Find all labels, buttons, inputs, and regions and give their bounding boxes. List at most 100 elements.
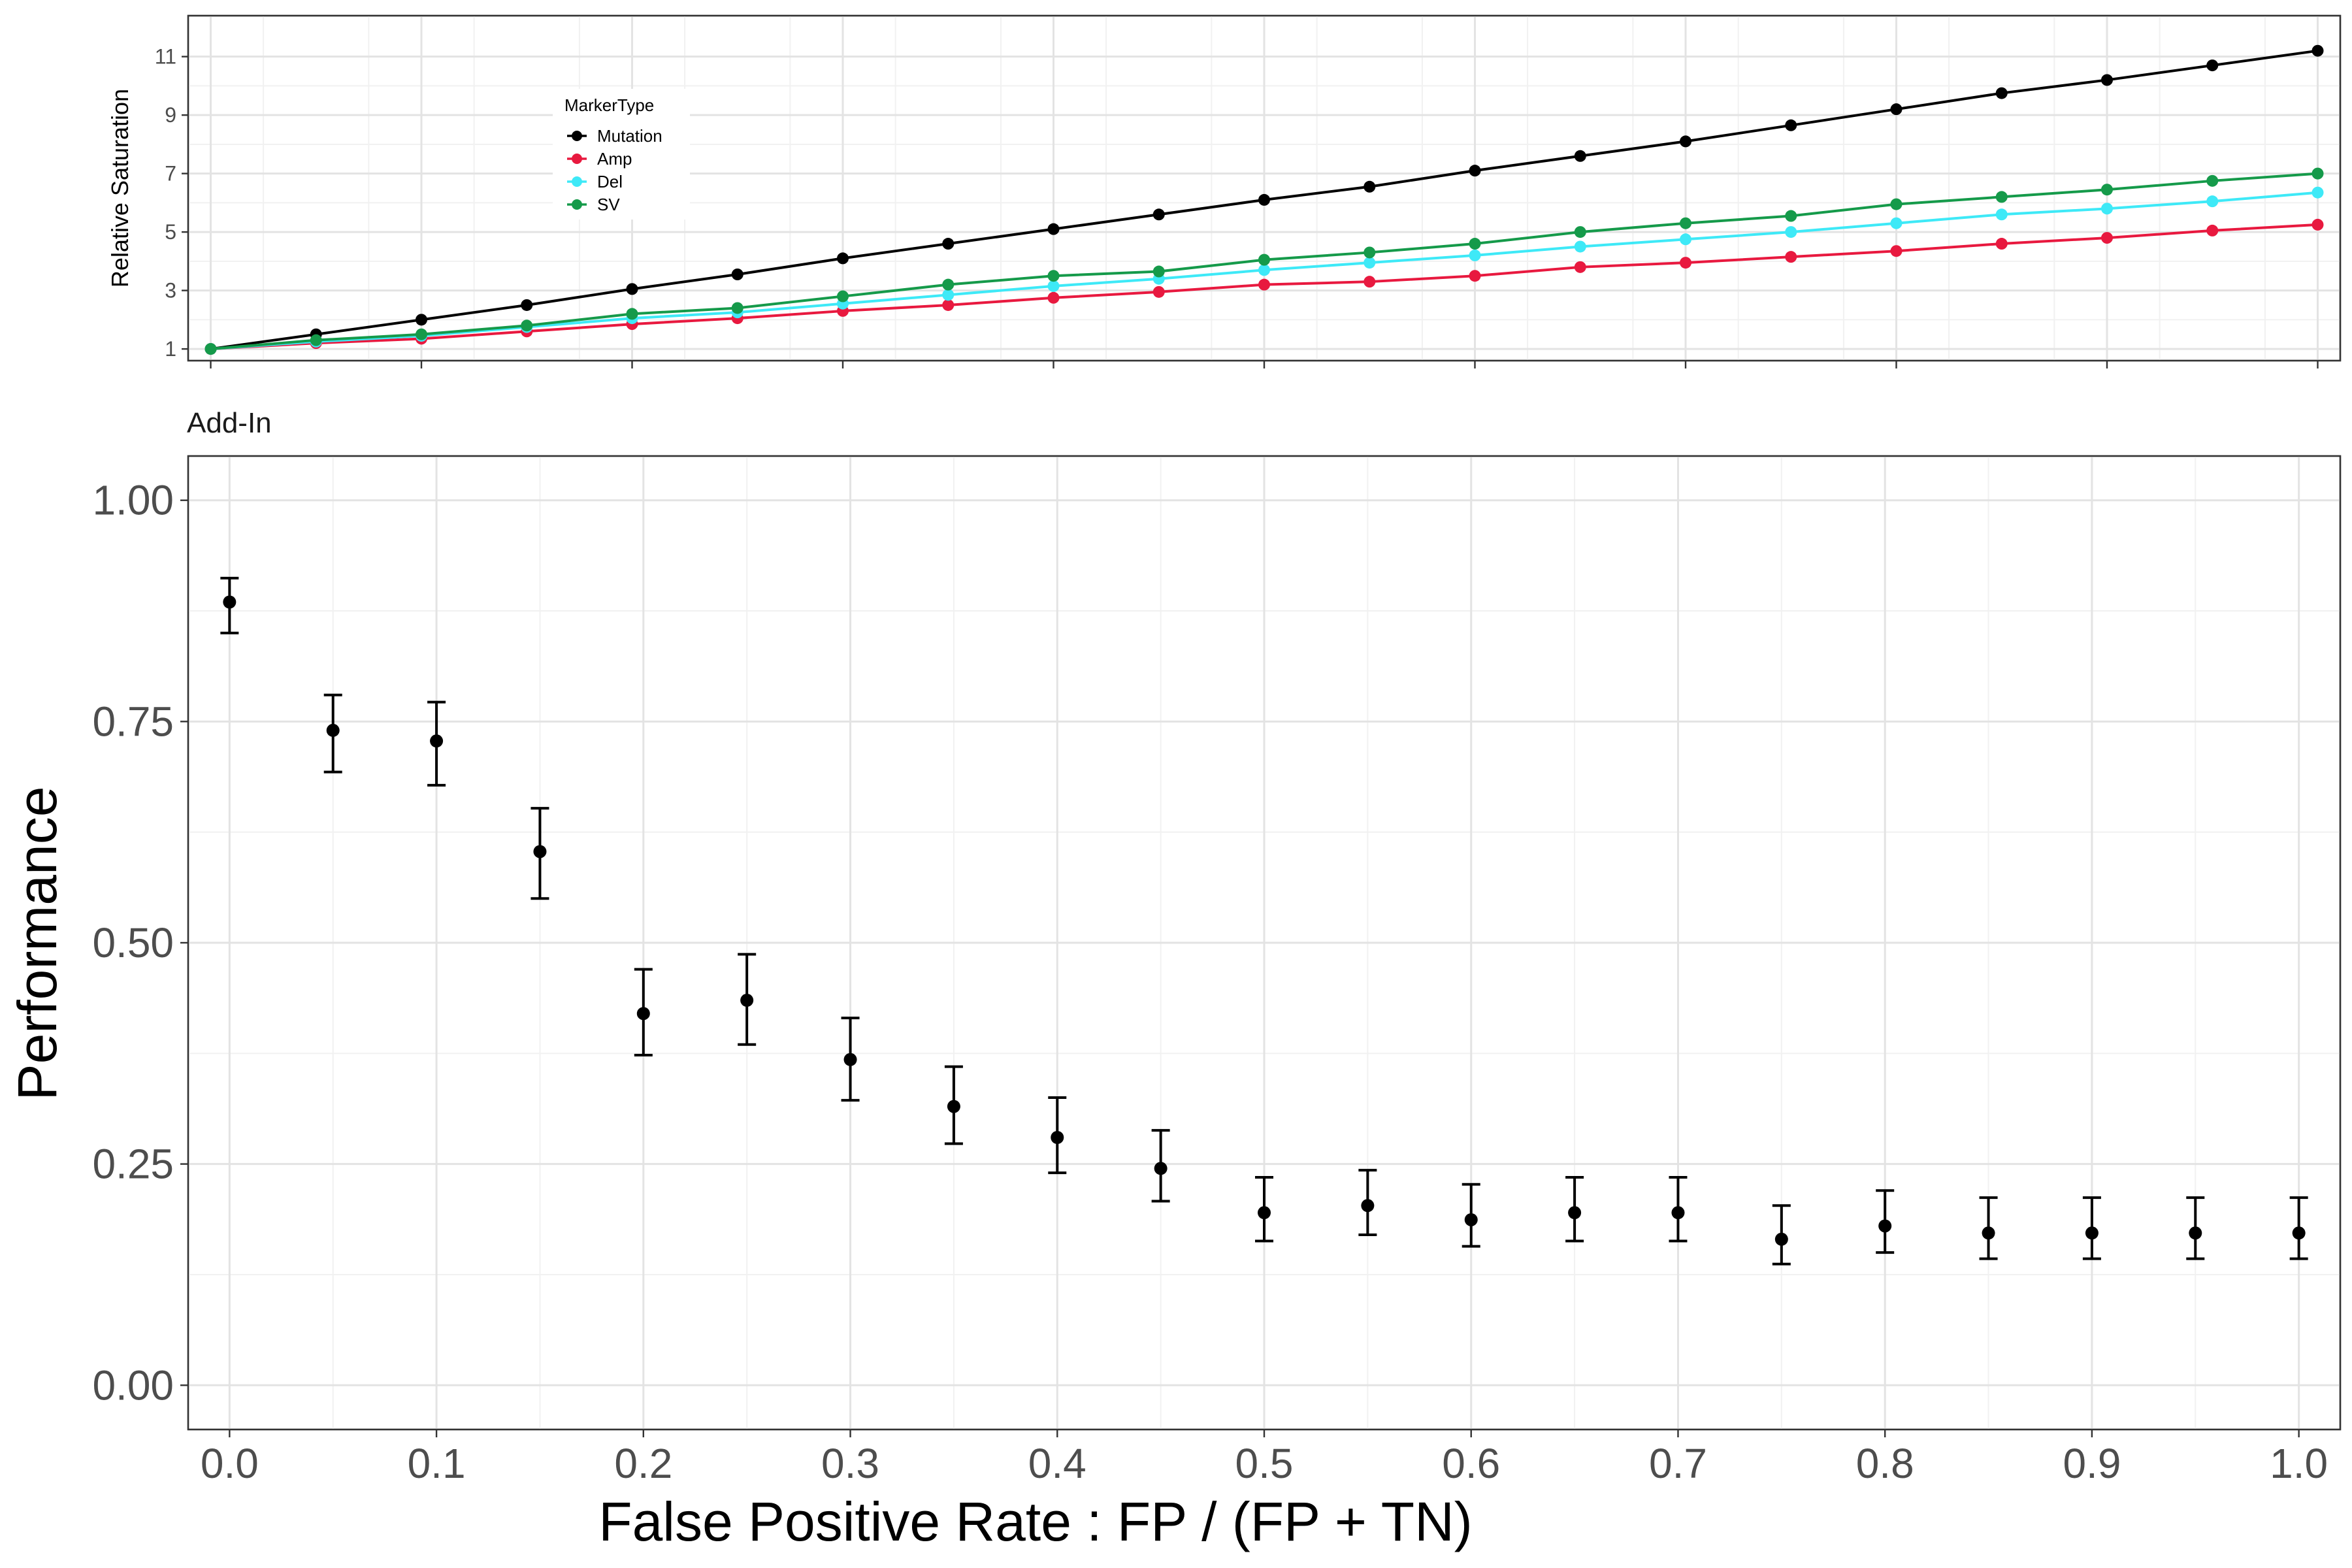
data-point-sv: [1785, 210, 1797, 222]
data-point-sv: [1995, 191, 2008, 203]
facet-strip-title: Add-In: [187, 407, 272, 439]
data-point-amp: [2206, 224, 2219, 237]
data-point-del: [1469, 249, 1481, 261]
data-point-del: [1890, 217, 1903, 229]
data-point-amp: [1785, 251, 1797, 263]
bottom-y-tick-label: 0.00: [92, 1362, 174, 1409]
data-point-sv: [204, 343, 217, 355]
performance-point: [947, 1100, 960, 1113]
legend-label: Amp: [597, 149, 632, 169]
data-point-mutation: [1995, 87, 2008, 99]
legend-label: Del: [597, 172, 623, 191]
performance-point: [223, 595, 237, 609]
data-point-sv: [416, 328, 428, 340]
data-point-sv: [1364, 246, 1376, 259]
performance-point: [1982, 1226, 1995, 1240]
performance-point: [1051, 1131, 1064, 1144]
data-point-mutation: [1574, 150, 1586, 162]
data-point-sv: [2311, 167, 2324, 180]
legend-label: Mutation: [597, 126, 662, 146]
data-point-sv: [1152, 265, 1165, 278]
data-point-sv: [310, 334, 322, 346]
bottom-x-tick-label: 0.2: [614, 1440, 672, 1487]
data-point-amp: [1469, 270, 1481, 282]
data-point-mutation: [626, 283, 638, 295]
legend-key-point: [572, 131, 582, 141]
performance-point: [1671, 1206, 1685, 1220]
bottom-y-axis-title: Performance: [7, 787, 68, 1101]
bottom-x-tick-label: 1.0: [2270, 1440, 2328, 1487]
data-point-mutation: [1785, 119, 1797, 131]
legend-key-point: [572, 154, 582, 164]
data-point-sv: [1047, 270, 1060, 282]
data-point-del: [1995, 208, 2008, 221]
data-point-mutation: [1364, 180, 1376, 193]
data-point-sv: [1890, 198, 1903, 210]
performance-point: [843, 1053, 857, 1066]
performance-point: [2085, 1226, 2099, 1240]
data-point-del: [942, 289, 955, 301]
bottom-x-tick-label: 0.0: [201, 1440, 259, 1487]
bottom-gridlines: [188, 456, 2340, 1429]
legend-key-point: [572, 199, 582, 210]
data-point-del: [1679, 233, 1691, 246]
data-point-mutation: [1679, 135, 1691, 148]
performance-point: [2292, 1226, 2306, 1240]
data-point-amp: [1047, 291, 1060, 304]
bottom-y-tick-label: 0.25: [92, 1141, 174, 1188]
legend-key-point: [572, 176, 582, 187]
performance-point: [2189, 1226, 2202, 1240]
bottom-x-axis-title: False Positive Rate : FP / (FP + TN): [598, 1491, 1472, 1552]
data-point-sv: [2206, 174, 2219, 187]
data-point-sv: [837, 290, 849, 302]
bottom-y-tick-label: 0.50: [92, 919, 174, 966]
top-y-axis-title: Relative Saturation: [106, 89, 133, 287]
data-point-amp: [2100, 232, 2113, 244]
data-point-sv: [942, 278, 955, 291]
data-point-mutation: [1258, 193, 1270, 206]
data-point-del: [1364, 257, 1376, 269]
data-point-mutation: [416, 314, 428, 326]
data-point-del: [1047, 280, 1060, 292]
data-point-sv: [1679, 217, 1691, 229]
data-point-sv: [1258, 253, 1270, 266]
data-point-amp: [1574, 261, 1586, 273]
data-point-amp: [1890, 245, 1903, 257]
performance-point: [1464, 1213, 1478, 1226]
data-point-del: [2100, 203, 2113, 215]
data-point-sv: [731, 302, 743, 314]
bottom-x-tick-label: 0.5: [1235, 1440, 1294, 1487]
bottom-x-tick-label: 0.4: [1028, 1440, 1086, 1487]
performance-point: [1154, 1162, 1168, 1175]
legend-title: MarkerType: [564, 95, 654, 115]
performance-point: [740, 994, 754, 1007]
top-axes: 1 3 5 7 9 11: [155, 45, 2319, 368]
data-point-amp: [1364, 276, 1376, 288]
data-point-mutation: [2311, 44, 2324, 57]
bottom-panel: 0.00 0.25 0.50 0.75 1.00 0.0 0.1 0.2 0.3 0.4 0.5 0.…: [7, 455, 2342, 1552]
data-point-sv: [1469, 238, 1481, 250]
performance-point: [430, 734, 444, 748]
top-y-tick-label: 5: [165, 220, 176, 244]
top-y-tick-label: 7: [165, 162, 176, 186]
top-y-tick-label: 11: [155, 45, 176, 69]
top-y-tick-label: 9: [165, 103, 176, 127]
data-point-amp: [1152, 286, 1165, 298]
data-point-mutation: [1152, 208, 1165, 221]
bottom-axes: 0.00 0.25 0.50 0.75 1.00 0.0 0.1 0.2 0.3 0.4 0.5 0.…: [92, 477, 2328, 1487]
data-point-amp: [2311, 218, 2324, 231]
data-point-sv: [2100, 184, 2113, 196]
performance-point: [636, 1007, 650, 1021]
bottom-x-tick-label: 0.3: [821, 1440, 879, 1487]
data-point-mutation: [837, 252, 849, 265]
performance-point: [533, 845, 547, 858]
bottom-x-tick-label: 0.6: [1442, 1440, 1500, 1487]
data-point-amp: [1679, 257, 1691, 269]
legend-label: SV: [597, 195, 620, 214]
bottom-x-tick-label: 0.9: [2063, 1440, 2121, 1487]
data-point-mutation: [731, 269, 743, 280]
bottom-points-layer: [220, 576, 2308, 1266]
data-point-del: [2311, 186, 2324, 199]
data-point-mutation: [1047, 223, 1060, 235]
